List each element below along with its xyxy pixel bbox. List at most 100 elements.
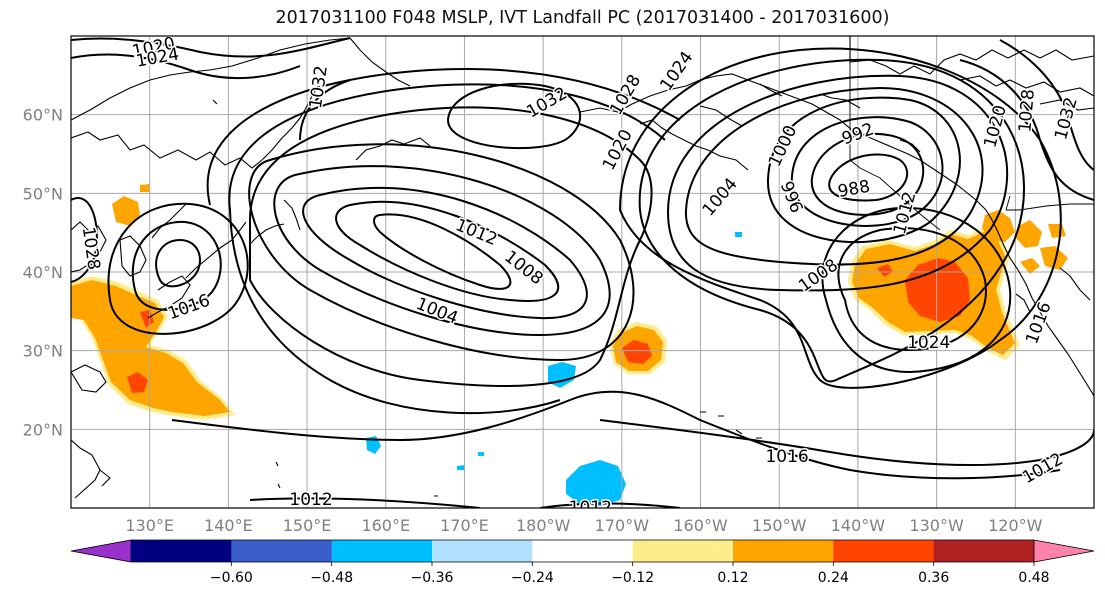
isobar-low-inner-2 — [335, 200, 560, 302]
isobar-1024-west — [228, 83, 666, 415]
isobar-1012-south — [171, 390, 1061, 480]
isobar-1024-top — [71, 53, 301, 80]
ivt-anomaly-east-pacific-small — [877, 264, 893, 277]
lon-tick-label-1: 140°E — [204, 516, 253, 535]
colorbar-segment-6 — [632, 540, 734, 562]
isobar-1020-east-high — [821, 206, 1012, 374]
isobar-1012-bottom — [249, 497, 681, 508]
colorbar-tick-label-5: 0.12 — [717, 570, 748, 586]
lat-tick-label-0: 20°N — [23, 420, 63, 439]
isobar-1028-west — [206, 68, 681, 206]
colorbar-tick-label-2: −0.36 — [411, 570, 454, 586]
colorbar-segment-3 — [331, 540, 433, 562]
lon-tick-label-5: 180°W — [516, 516, 571, 535]
coastline-asia — [71, 37, 351, 499]
isobar-1000 — [766, 96, 961, 244]
latitude-labels: 20°N 30°N 40°N 50°N 60°N — [23, 106, 63, 440]
coastline-north-america — [985, 209, 1094, 397]
colorbar-extend-high — [1033, 539, 1095, 563]
isobar-1004 — [684, 86, 984, 266]
isobar-low-outer — [248, 143, 635, 362]
contour-label-25: 1028 — [1015, 88, 1039, 133]
lon-tick-label-6: 170°W — [595, 516, 650, 535]
colorbar-tick-label-8: 0.48 — [1018, 570, 1049, 586]
isobar-low-inner-1 — [373, 213, 512, 290]
lat-tick-label-4: 60°N — [23, 106, 63, 125]
colorbar-segment-5 — [532, 540, 634, 562]
ivt-anomaly-japan-core — [127, 310, 154, 393]
colorbar-segments — [70, 539, 1095, 563]
lon-tick-label-7: 160°W — [673, 516, 728, 535]
lat-tick-label-3: 50°N — [23, 184, 63, 203]
contour-label-23: 1012 — [569, 498, 612, 518]
contour-label-20: 1016 — [765, 447, 808, 467]
colorbar-segment-1 — [131, 540, 232, 562]
contour-label-22: 1012 — [289, 490, 332, 510]
isobar-west-2 — [131, 220, 222, 311]
lat-tick-label-2: 40°N — [23, 263, 63, 282]
contour-label-19: 1024 — [907, 333, 950, 353]
lon-tick-label-0: 130°E — [125, 516, 174, 535]
lon-tick-label-4: 170°E — [440, 516, 489, 535]
colorbar-outline — [131, 539, 1034, 563]
coastline-kamchatka — [249, 37, 431, 245]
ivt-anomaly-negative-2 — [566, 460, 626, 506]
isobar-1016-east — [599, 419, 1094, 467]
isobar-east-north — [959, 39, 1094, 201]
isobar-1032-north — [299, 79, 351, 141]
colorbar-segment-7 — [733, 540, 834, 562]
isobar-1024-east-high — [837, 227, 987, 352]
isobar-996 — [790, 116, 944, 227]
ivt-anomaly-east-pacific-core — [905, 258, 970, 322]
isobar-1028-left — [71, 197, 98, 283]
mslp-contours — [71, 37, 1094, 508]
isobar-1020 — [249, 106, 653, 387]
colorbar-extend-low — [70, 539, 132, 563]
colorbar: −0.60 −0.48 −0.36 −0.24 −0.12 0.12 0.24 0.36 0.4… — [70, 539, 1095, 586]
isobar-1028-top — [71, 37, 351, 58]
colorbar-segment-9 — [933, 540, 1035, 562]
isobar-low-inner-4 — [273, 165, 611, 337]
map-frame — [70, 35, 1095, 509]
coastlines — [71, 36, 1094, 499]
isobar-low-inner-3 — [302, 186, 588, 320]
graticule-grid — [71, 36, 1094, 508]
lat-tick-label-1: 30°N — [23, 342, 63, 361]
longitude-labels: 130°E 140°E 150°E 160°E 170°E 180°W 170°W 160°W… — [125, 516, 1042, 535]
coastline-islands — [212, 99, 762, 497]
isobar-992 — [810, 132, 925, 216]
ivt-anomaly-small-dot — [140, 184, 150, 192]
colorbar-tick-label-6: 0.24 — [818, 570, 849, 586]
colorbar-tick-label-3: −0.24 — [511, 570, 554, 586]
colorbar-tick-label-1: −0.48 — [310, 570, 353, 586]
lon-tick-label-9: 140°W — [831, 516, 886, 535]
isobar-west-3 — [107, 202, 249, 335]
isobar-1008-east — [666, 74, 1009, 292]
ivt-anomaly-manchuria — [112, 196, 140, 226]
lon-tick-label-3: 160°E — [361, 516, 410, 535]
colorbar-tick-label-0: −0.60 — [210, 570, 253, 586]
colorbar-segment-4 — [432, 540, 533, 562]
colorbar-segment-8 — [833, 540, 935, 562]
isobar-1016 — [618, 47, 1062, 389]
ivt-anomaly-coast-patches — [982, 210, 1068, 274]
lon-tick-label-11: 120°W — [988, 516, 1043, 535]
colorbar-ticks: −0.60 −0.48 −0.36 −0.24 −0.12 0.12 0.24 0.36 0.4… — [210, 562, 1050, 586]
colorbar-tick-label-7: 0.36 — [918, 570, 949, 586]
colorbar-segment-2 — [231, 540, 333, 562]
ivt-anomaly-central-pacific-core — [622, 340, 652, 364]
isobar-1012-east — [638, 58, 1025, 383]
lon-tick-label-8: 150°W — [752, 516, 807, 535]
coastline-alaska — [579, 73, 987, 211]
isobar-1032-high — [446, 82, 582, 150]
isobar-west-1 — [155, 238, 201, 288]
colorbar-tick-label-4: −0.12 — [611, 570, 654, 586]
map-title: 2017031100 F048 MSLP, IVT Landfall PC (2… — [275, 8, 890, 28]
coastline-arctic — [849, 36, 1094, 111]
lon-tick-label-2: 150°E — [283, 516, 332, 535]
isobar-988 — [828, 153, 909, 202]
lon-tick-label-10: 130°W — [909, 516, 964, 535]
ivt-anomaly-japan — [71, 280, 230, 416]
